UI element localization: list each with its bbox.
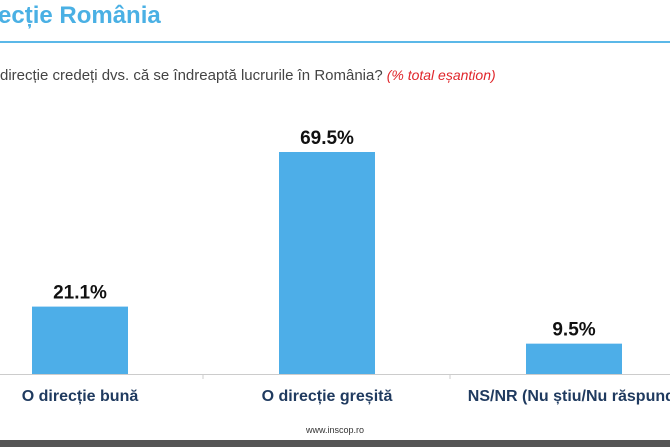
bar xyxy=(526,343,622,374)
footer-url: www.inscop.ro xyxy=(305,425,365,435)
data-label: 9.5% xyxy=(552,320,595,341)
title-divider xyxy=(0,41,670,43)
category-label: O direcție greșită xyxy=(262,388,393,405)
bar xyxy=(279,152,375,374)
survey-question: direcție credeți dvs. că se îndreaptă lu… xyxy=(0,67,496,84)
question-note: (% total eșantion) xyxy=(386,67,496,83)
bottom-bar xyxy=(0,440,670,447)
data-label: 21.1% xyxy=(53,283,107,304)
category-label: NS/NR (Nu știu/Nu răspund) xyxy=(468,388,670,405)
question-text: direcție credeți dvs. că se îndreaptă lu… xyxy=(0,67,383,84)
data-label: 69.5% xyxy=(300,128,354,149)
bar xyxy=(32,306,128,374)
bar-chart: 21.1% O direcție bună 69.5% O direcție greș… xyxy=(0,128,670,405)
category-label: O direcție bună xyxy=(22,388,139,405)
page-title: ecție România xyxy=(0,2,161,29)
